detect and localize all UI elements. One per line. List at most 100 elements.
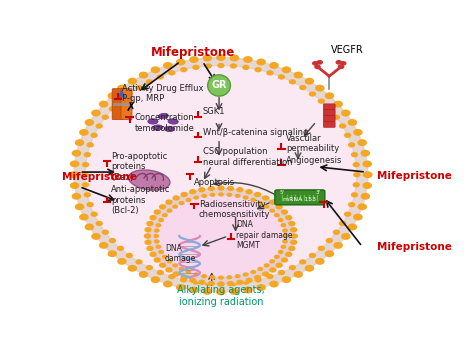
Circle shape [353, 172, 361, 177]
Circle shape [72, 193, 81, 200]
Circle shape [353, 213, 363, 220]
Circle shape [158, 218, 164, 222]
Circle shape [117, 99, 124, 104]
Circle shape [278, 74, 285, 80]
Circle shape [146, 79, 153, 84]
Circle shape [243, 286, 253, 293]
Circle shape [181, 275, 188, 280]
Circle shape [293, 271, 303, 278]
Circle shape [243, 56, 253, 63]
Circle shape [243, 195, 248, 200]
Circle shape [144, 233, 151, 239]
Circle shape [146, 265, 153, 270]
Circle shape [305, 78, 314, 85]
Circle shape [282, 276, 291, 283]
Circle shape [128, 78, 137, 85]
Circle shape [361, 150, 370, 157]
Text: Radiosensitivity
chemosensitivity: Radiosensitivity chemosensitivity [199, 200, 270, 219]
Circle shape [344, 133, 351, 138]
Circle shape [96, 221, 103, 226]
Circle shape [198, 280, 206, 285]
Circle shape [86, 202, 94, 207]
Circle shape [333, 115, 340, 120]
Circle shape [84, 224, 94, 230]
Circle shape [75, 139, 84, 146]
Circle shape [176, 284, 185, 291]
Circle shape [246, 277, 253, 283]
Circle shape [99, 242, 109, 249]
Ellipse shape [148, 119, 158, 124]
Circle shape [159, 263, 166, 268]
Circle shape [153, 234, 159, 238]
Circle shape [210, 193, 215, 197]
Circle shape [242, 65, 249, 70]
FancyBboxPatch shape [121, 89, 132, 120]
Polygon shape [74, 57, 368, 292]
Circle shape [198, 187, 206, 192]
Text: Mifepristone: Mifepristone [151, 46, 236, 59]
Circle shape [158, 250, 164, 254]
Circle shape [146, 246, 154, 251]
FancyBboxPatch shape [323, 116, 335, 121]
Circle shape [274, 255, 280, 259]
Circle shape [318, 246, 325, 251]
Circle shape [269, 281, 279, 288]
Circle shape [351, 152, 358, 157]
Ellipse shape [74, 57, 368, 292]
Circle shape [315, 85, 325, 92]
Circle shape [230, 55, 239, 62]
Circle shape [156, 74, 164, 80]
Circle shape [256, 58, 266, 65]
Circle shape [217, 63, 225, 68]
Text: DNA
damage: DNA damage [165, 244, 196, 263]
Circle shape [154, 257, 161, 263]
FancyBboxPatch shape [275, 190, 325, 205]
Circle shape [189, 277, 196, 283]
Circle shape [86, 142, 94, 147]
Circle shape [69, 171, 79, 178]
Circle shape [117, 258, 127, 265]
Circle shape [254, 275, 261, 280]
Circle shape [266, 274, 273, 279]
Circle shape [227, 186, 234, 191]
Ellipse shape [147, 188, 294, 284]
Circle shape [290, 227, 297, 233]
Bar [113, 102, 131, 106]
Circle shape [333, 229, 340, 235]
Circle shape [210, 275, 215, 279]
Circle shape [146, 221, 154, 226]
Circle shape [262, 271, 269, 277]
Circle shape [163, 281, 173, 288]
Circle shape [135, 259, 143, 265]
Circle shape [70, 182, 79, 189]
Text: 5': 5' [280, 190, 285, 195]
Circle shape [167, 209, 173, 213]
Circle shape [336, 60, 342, 65]
Circle shape [108, 92, 117, 99]
Circle shape [205, 63, 212, 69]
Circle shape [193, 272, 199, 276]
Circle shape [145, 239, 152, 245]
Circle shape [326, 238, 333, 243]
Circle shape [172, 204, 178, 209]
Text: Activity Drug Efflux
P-gp, MRP: Activity Drug Efflux P-gp, MRP [122, 84, 203, 103]
FancyBboxPatch shape [323, 121, 335, 127]
Text: Vascular
permeability: Vascular permeability [286, 134, 339, 153]
Circle shape [193, 195, 199, 200]
Circle shape [278, 250, 283, 254]
Circle shape [218, 192, 224, 197]
Circle shape [149, 252, 157, 257]
Text: mRNA 153: mRNA 153 [283, 197, 317, 202]
Circle shape [363, 161, 372, 167]
Circle shape [163, 62, 173, 69]
Circle shape [155, 245, 161, 249]
Circle shape [109, 238, 116, 243]
Circle shape [361, 193, 370, 200]
Circle shape [357, 203, 367, 210]
Ellipse shape [158, 113, 168, 119]
Text: Apoptosis: Apoptosis [194, 178, 236, 187]
Circle shape [82, 182, 89, 188]
Circle shape [192, 280, 200, 285]
Circle shape [202, 55, 212, 62]
Circle shape [340, 61, 346, 66]
